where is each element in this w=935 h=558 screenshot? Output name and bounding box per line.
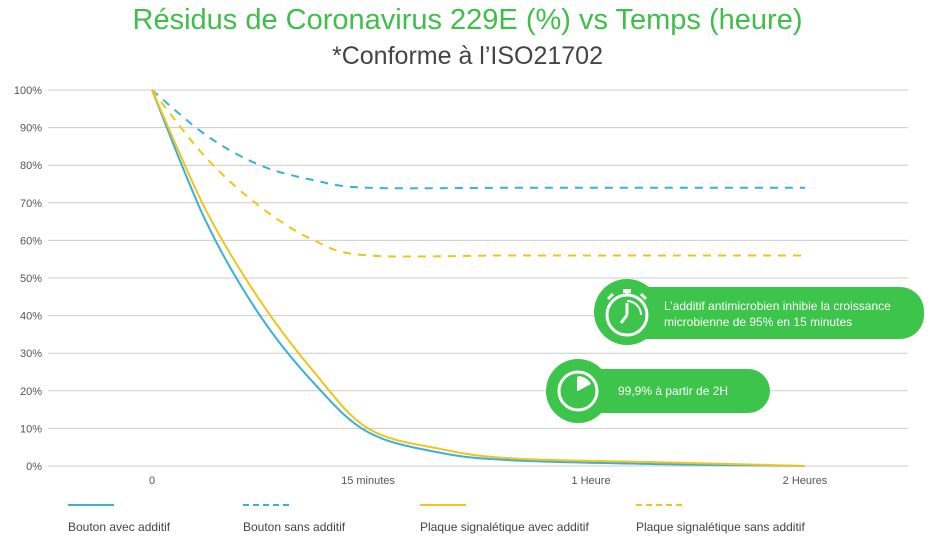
y-tick-label: 50% — [20, 273, 42, 285]
annotation-callout-999: 99,9% à partir de 2H — [546, 359, 770, 423]
y-tick-label: 90% — [20, 123, 42, 135]
legend-swatch — [420, 504, 466, 506]
y-tick-label: 70% — [20, 198, 42, 210]
y-tick-label: 30% — [20, 348, 42, 360]
series-line-0 — [151, 89, 806, 467]
annotation-text-999: 99,9% à partir de 2H — [618, 384, 729, 398]
y-tick-label: 80% — [20, 160, 42, 172]
chart-subtitle: *Conforme à l’ISO21702 — [332, 42, 603, 70]
annotation-callout-95: L’additif antimicrobien inhibie la crois… — [594, 279, 924, 345]
chart-title: Résidus de Coronavirus 229E (%) vs Temps… — [132, 4, 803, 36]
legend-label: Bouton avec additif — [68, 520, 171, 534]
legend-label: Plaque signalétique avec additif — [420, 520, 589, 534]
series-line-2 — [151, 89, 806, 467]
legend-swatch — [636, 504, 682, 506]
legend-label: Bouton sans additif — [243, 520, 346, 534]
y-tick-label: 0% — [26, 461, 42, 473]
y-tick-label: 100% — [14, 85, 42, 97]
x-tick-label: 0 — [149, 475, 155, 487]
x-tick-label: 1 Heure — [571, 475, 610, 487]
x-tick-label: 2 Heures — [783, 475, 828, 487]
stopwatch-icon — [594, 279, 660, 345]
legend-swatch — [68, 504, 114, 506]
series-line-1 — [151, 89, 805, 190]
legend-label: Plaque signalétique sans additif — [636, 520, 805, 534]
legend-swatch — [243, 504, 289, 506]
clock-icon — [546, 359, 610, 423]
y-tick-label: 60% — [20, 235, 42, 247]
x-tick-label: 15 minutes — [341, 475, 395, 487]
y-tick-label: 20% — [20, 386, 42, 398]
annotation-text-95: L’additif antimicrobien inhibie la crois… — [664, 299, 891, 329]
y-tick-label: 40% — [20, 311, 42, 323]
series-line-3 — [151, 89, 805, 258]
y-tick-label: 10% — [20, 423, 42, 435]
